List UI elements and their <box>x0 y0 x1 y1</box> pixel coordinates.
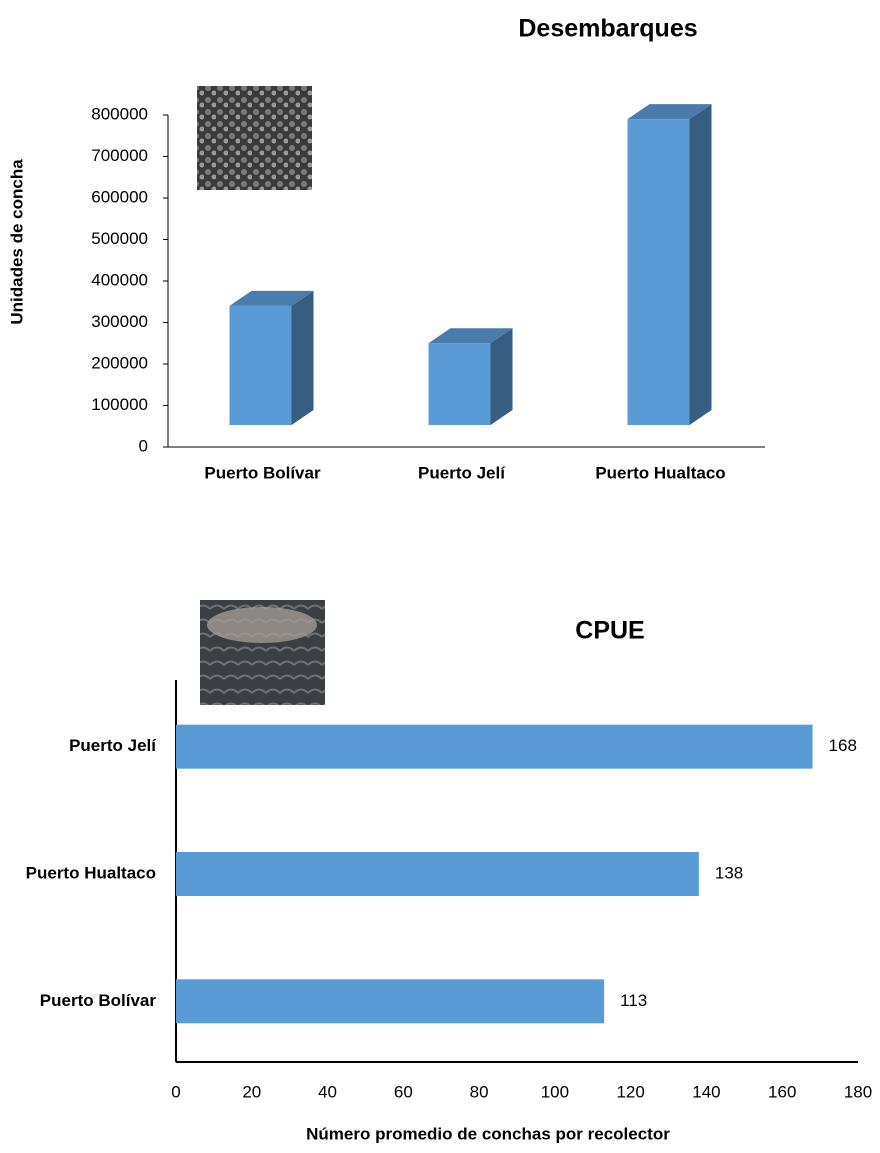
bar <box>176 724 813 769</box>
y-tick-label: Puerto Hualtaco <box>26 863 156 882</box>
x-tick-label: 60 <box>394 1082 413 1101</box>
y-axis-title: Unidades de concha <box>7 159 26 325</box>
y-tick-label: 700000 <box>91 146 148 165</box>
data-label: 138 <box>715 863 743 882</box>
x-tick-label: Puerto Hualtaco <box>595 463 725 482</box>
bar <box>627 119 690 426</box>
x-tick-label: Puerto Jelí <box>418 463 506 482</box>
bar-side <box>490 328 513 425</box>
data-label: 113 <box>620 991 647 1010</box>
y-tick-label: 100000 <box>91 395 148 414</box>
bar-side <box>291 290 314 425</box>
x-tick-label: 100 <box>541 1082 569 1101</box>
x-tick-label: 140 <box>692 1082 720 1101</box>
bar-top <box>428 328 513 344</box>
bar-top <box>229 290 314 306</box>
x-tick-label: 80 <box>470 1082 489 1101</box>
y-tick-label: 600000 <box>91 187 148 206</box>
y-tick-label: 200000 <box>91 353 148 372</box>
bar <box>176 979 605 1024</box>
y-tick-label: 500000 <box>91 229 148 248</box>
x-tick-label: 120 <box>616 1082 644 1101</box>
bar-side <box>689 104 712 426</box>
x-tick-label: Puerto Bolívar <box>204 463 321 482</box>
bar <box>229 305 292 425</box>
y-tick-label: Puerto Bolívar <box>40 991 157 1010</box>
y-tick-label: 800000 <box>91 104 148 123</box>
data-label: 168 <box>829 736 857 755</box>
photo <box>197 86 312 190</box>
x-tick-label: 40 <box>318 1082 337 1101</box>
y-tick-label: 400000 <box>91 270 148 289</box>
x-tick-label: 180 <box>844 1082 872 1101</box>
y-tick-label: 300000 <box>91 312 148 331</box>
x-tick-label: 20 <box>242 1082 261 1101</box>
y-tick-label: Puerto Jelí <box>69 736 157 755</box>
bar-top <box>627 104 712 120</box>
chart-title: Desembarques <box>518 15 697 43</box>
bar <box>176 852 699 896</box>
chart-title: CPUE <box>575 617 644 645</box>
x-tick-label: 0 <box>171 1082 180 1101</box>
photo-detail <box>207 607 317 643</box>
x-axis-title: Número promedio de conchas por recolecto… <box>306 1124 670 1143</box>
bar <box>428 343 491 425</box>
x-tick-label: 160 <box>768 1082 796 1101</box>
y-tick-label: 0 <box>139 436 148 455</box>
